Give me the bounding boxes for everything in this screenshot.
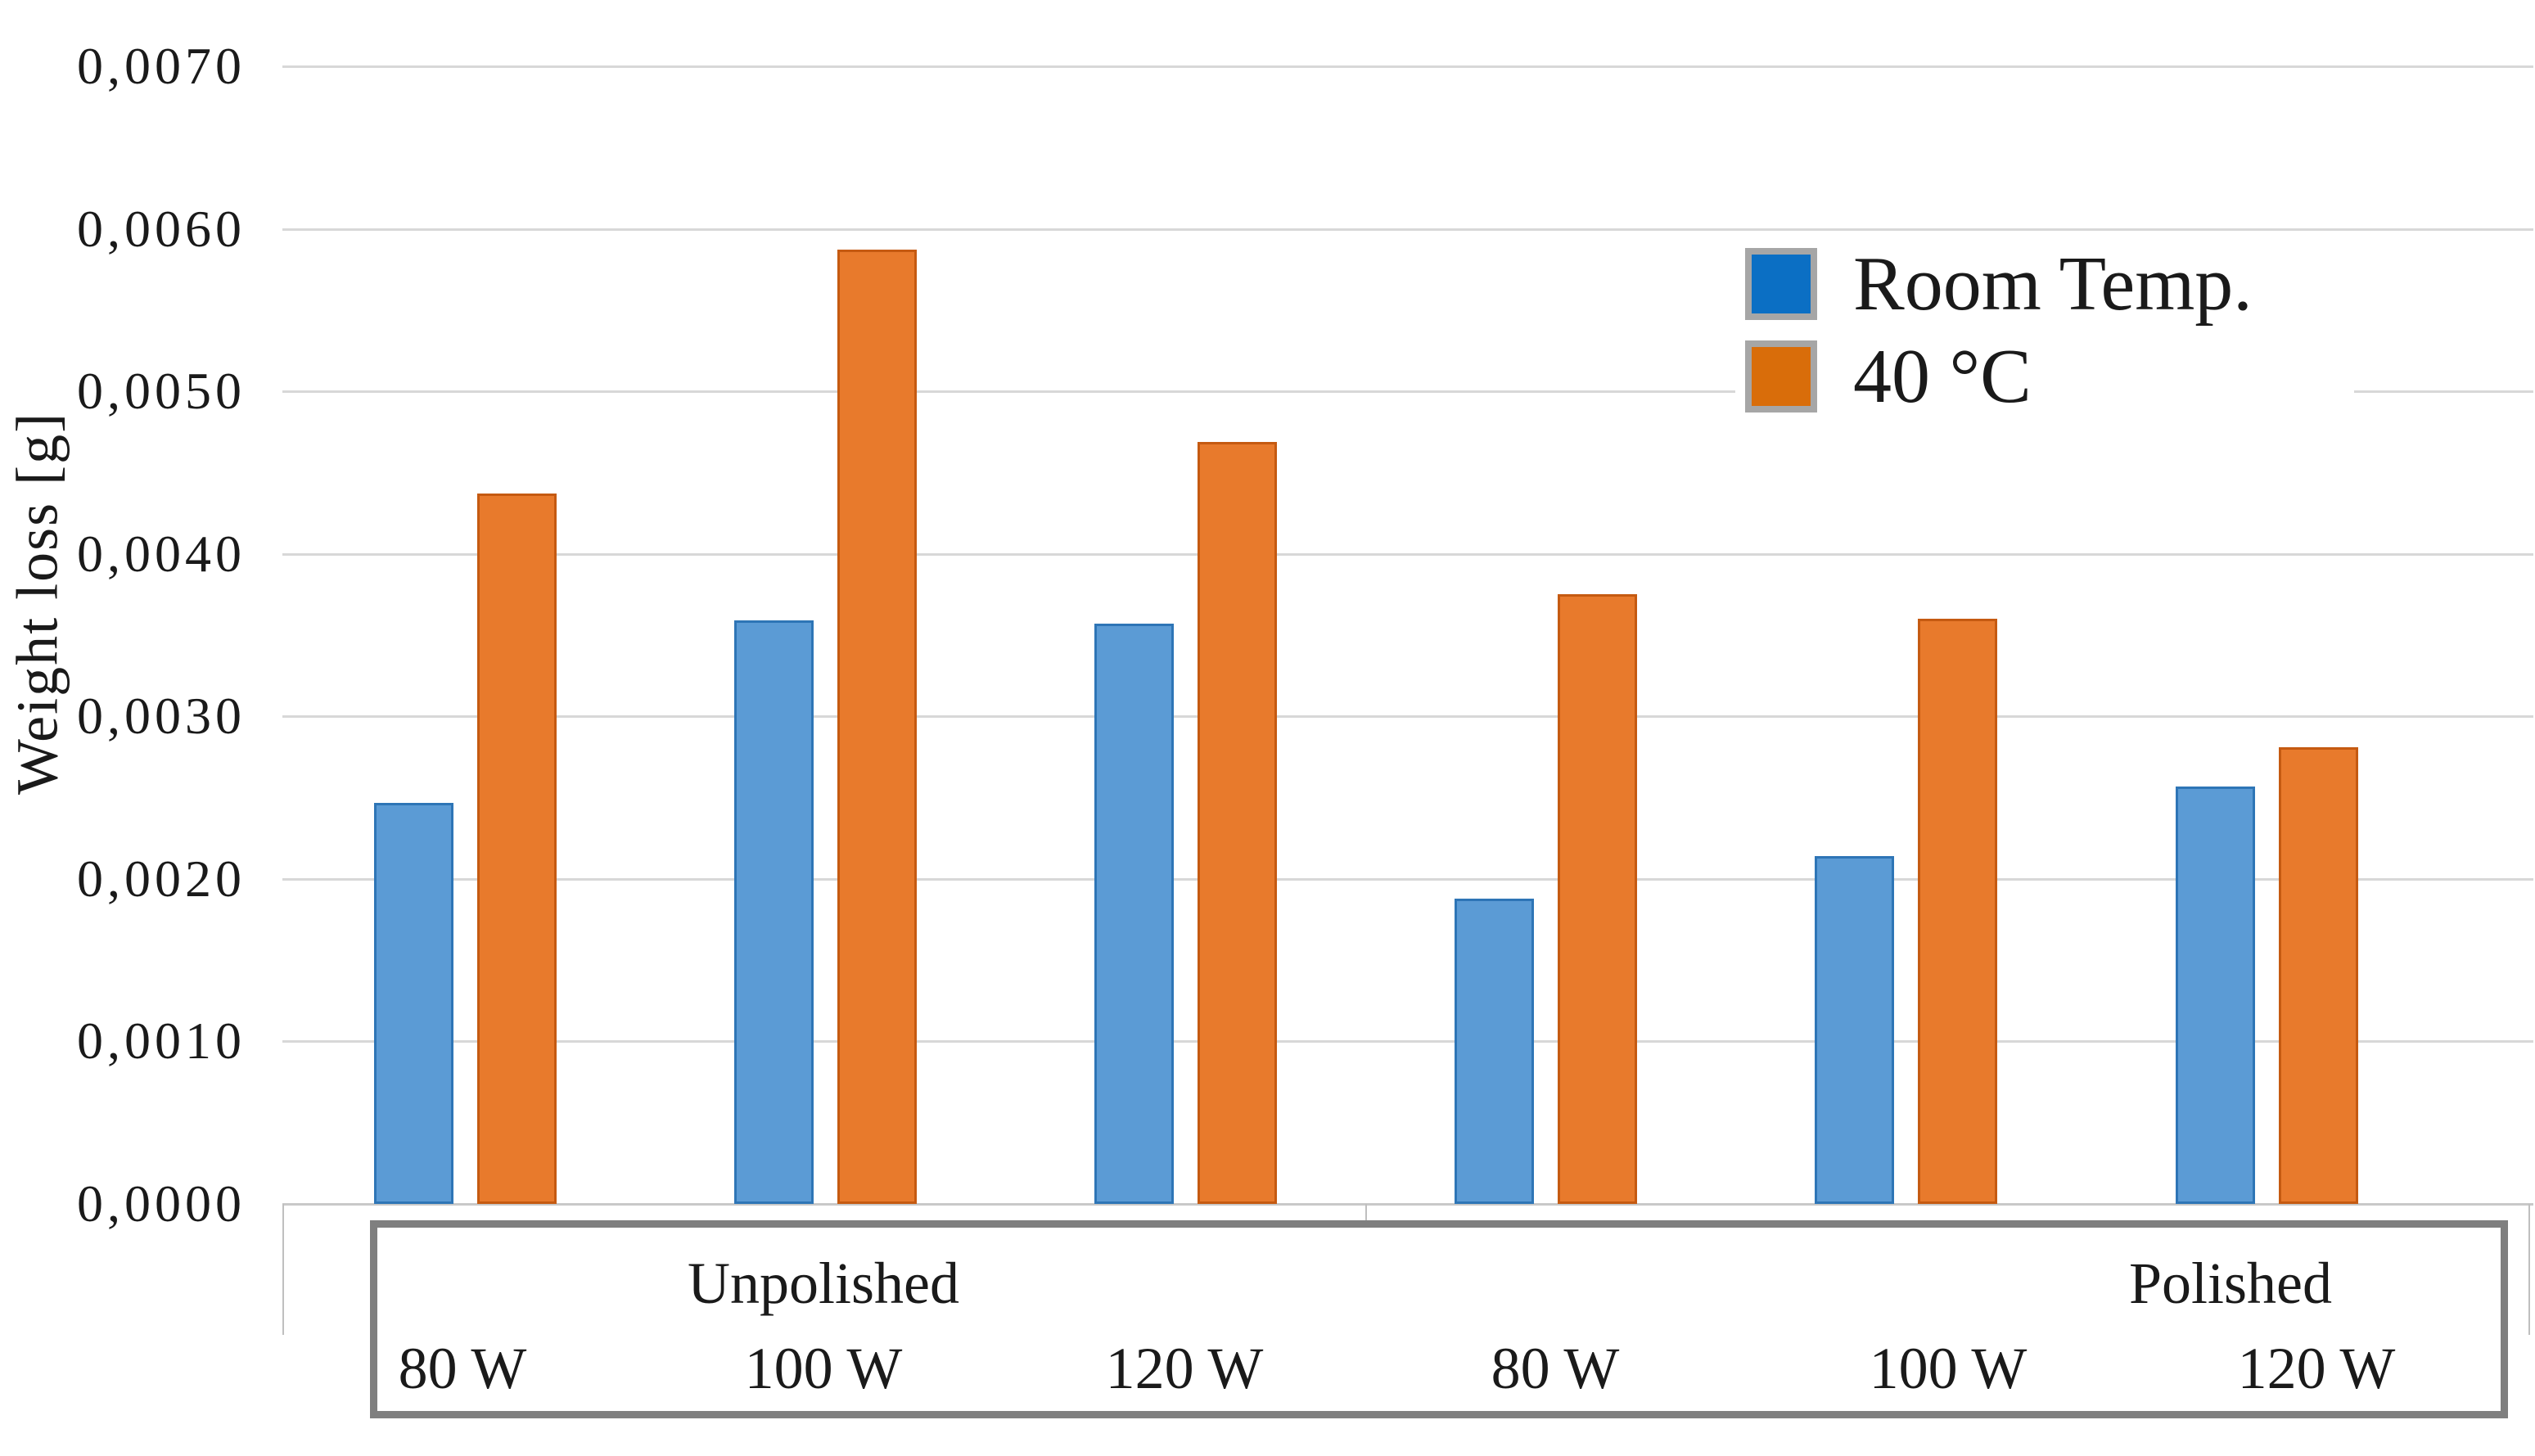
gridline-0,0020 (282, 877, 2533, 881)
legend-label-40c: 40 °C (1853, 333, 2032, 419)
bar-room-temp-100w-polished (1815, 856, 1894, 1204)
gridline-0,0050 (282, 390, 2533, 394)
group-label-unpolished: Unpolished (688, 1251, 959, 1316)
category-axis-tick (282, 1204, 284, 1335)
category-label-120w-polished: 120 W (2237, 1336, 2396, 1401)
legend-label-room-temp: Room Temp. (1853, 241, 2253, 327)
category-label-box (370, 1220, 2508, 1418)
y-tick-label: 0,0040 (77, 524, 246, 583)
legend-item-40c: 40 °C (1745, 336, 2354, 417)
legend-swatch-room-temp-icon (1745, 248, 1817, 321)
bar-room-temp-120w-polished (2176, 786, 2255, 1204)
y-tick-label: 0,0060 (77, 199, 246, 258)
bar-room-temp-80w-unpolished (374, 802, 453, 1204)
bar-40c-120w-unpolished (1198, 441, 1277, 1204)
bar-40c-120w-polished (2279, 747, 2358, 1204)
category-label-100w-polished: 100 W (1869, 1336, 2028, 1401)
legend: Room Temp. 40 °C (1735, 239, 2354, 429)
y-tick-label: 0,0020 (77, 849, 246, 908)
category-label-100w-unpolished: 100 W (744, 1336, 903, 1401)
gridline-0,0000 (282, 1203, 2533, 1206)
legend-swatch-40c-icon (1745, 340, 1817, 413)
bar-40c-100w-unpolished (837, 250, 917, 1204)
y-tick-label: 0,0000 (77, 1174, 246, 1233)
y-tick-label: 0,0050 (77, 362, 246, 421)
gridline-0,0060 (282, 228, 2533, 231)
category-label-80w-unpolished: 80 W (398, 1336, 527, 1401)
legend-item-room-temp: Room Temp. (1745, 244, 2354, 325)
bar-40c-80w-polished (1558, 594, 1637, 1204)
gridline-0,0070 (282, 65, 2533, 68)
y-tick-label: 0,0070 (77, 37, 246, 95)
y-tick-label: 0,0030 (77, 687, 246, 746)
category-label-120w-unpolished: 120 W (1105, 1336, 1264, 1401)
bar-room-temp-80w-polished (1455, 898, 1534, 1204)
gridline-0,0040 (282, 552, 2533, 556)
y-tick-label: 0,0010 (77, 1012, 246, 1071)
category-axis-tick (1365, 1204, 1367, 1220)
bar-40c-100w-polished (1918, 619, 1997, 1204)
category-label-80w-polished: 80 W (1491, 1336, 1620, 1401)
group-label-polished: Polished (2128, 1251, 2333, 1316)
gridline-0,0010 (282, 1040, 2533, 1044)
gridline-0,0030 (282, 715, 2533, 719)
bar-room-temp-100w-unpolished (734, 620, 814, 1204)
bar-40c-80w-unpolished (477, 494, 557, 1204)
category-axis-tick (2528, 1204, 2530, 1335)
bar-room-temp-120w-unpolished (1094, 624, 1174, 1204)
